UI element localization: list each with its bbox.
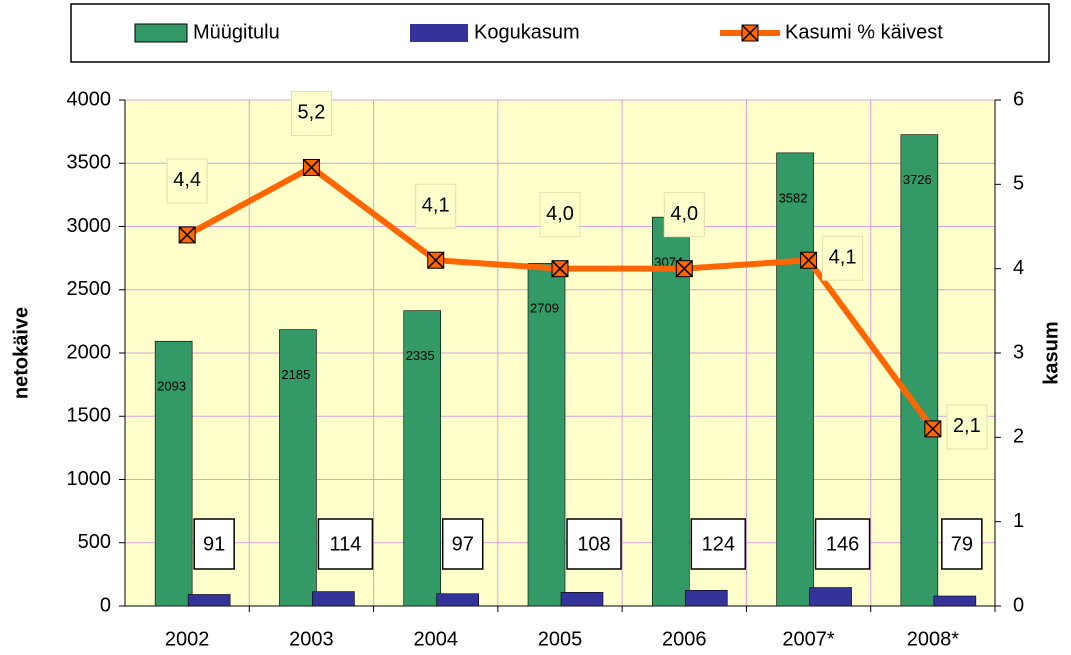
line-marker-cross (427, 251, 445, 269)
x-tick-label: 2006 (662, 628, 707, 650)
bar-value-label: 2185 (281, 367, 310, 382)
legend-swatch (134, 23, 188, 43)
line-marker-cross (178, 226, 196, 244)
x-tick-label: 2004 (413, 628, 458, 650)
line-value-label: 5,2 (298, 102, 326, 124)
y2-tick-label: 3 (1013, 341, 1024, 363)
legend-label: Kogukasum (474, 21, 580, 43)
bar (900, 134, 939, 607)
value-label-box (415, 183, 457, 229)
x-tick-label: 2007* (782, 628, 834, 650)
bar-value-label: 2093 (157, 379, 186, 394)
x-tick-label: 2008* (907, 628, 959, 650)
value-label-box (290, 90, 332, 136)
y-tick-label: 3500 (67, 152, 112, 174)
line-marker-cross (675, 260, 693, 278)
line-value-label: 4,1 (829, 247, 857, 269)
bar (403, 310, 442, 607)
line-value-label: 4,4 (173, 169, 201, 191)
x-tick-label: 2005 (538, 628, 583, 650)
bar (187, 594, 231, 607)
bar-value-label: 108 (577, 533, 610, 555)
line-value-label: 4,0 (670, 203, 698, 225)
bar-value-label: 114 (329, 533, 361, 555)
value-label-box (941, 518, 983, 570)
value-label-box (822, 235, 864, 281)
y2-tick-label: 4 (1013, 257, 1024, 279)
y-tick-label: 2000 (67, 341, 112, 363)
y-tick-label: 1500 (67, 405, 112, 427)
bar-value-label: 3582 (779, 190, 808, 205)
y-tick-label: 500 (78, 531, 111, 553)
bar (436, 593, 480, 607)
x-tick-label: 2002 (165, 628, 210, 650)
bar (560, 592, 604, 607)
bar-value-label: 2709 (530, 301, 559, 316)
line-value-label: 4,1 (422, 195, 450, 217)
y2-tick-label: 0 (1013, 594, 1024, 616)
bar-value-label: 97 (452, 533, 474, 555)
value-label-box (663, 192, 705, 238)
value-label-box (166, 158, 208, 204)
value-label-box (193, 518, 235, 570)
bar-value-label: 3726 (903, 172, 932, 187)
value-label-box (946, 404, 988, 450)
y2-tick-label: 1 (1013, 510, 1024, 532)
value-label-box (690, 518, 747, 570)
bar-value-label: 79 (951, 533, 973, 555)
x-tick-label: 2003 (289, 628, 334, 650)
bar (651, 216, 690, 607)
value-label-box (317, 518, 374, 570)
y-tick-label: 0 (100, 594, 111, 616)
y-axis-title: netokäive (10, 307, 32, 399)
bar (527, 263, 566, 607)
bar (809, 587, 852, 607)
y2-axis-title: kasum (1040, 321, 1062, 384)
value-label-box (441, 518, 484, 570)
value-label-box (814, 518, 871, 570)
value-label-box (539, 192, 581, 238)
line-marker-cross (551, 260, 569, 278)
line-value-label: 4,0 (546, 203, 574, 225)
y2-tick-label: 6 (1013, 88, 1024, 110)
y-tick-label: 1000 (67, 468, 112, 490)
bar (776, 152, 814, 607)
legend-label: Kasumi % käivest (785, 21, 943, 43)
y2-tick-label: 5 (1013, 173, 1024, 195)
bar (312, 591, 355, 607)
y-tick-label: 4000 (67, 88, 112, 110)
y2-tick-label: 2 (1013, 426, 1024, 448)
bar (684, 590, 728, 607)
legend-swatch (410, 24, 468, 42)
legend-marker-cross (741, 24, 759, 42)
bar (154, 340, 193, 607)
line-marker-cross (924, 420, 942, 438)
bar (279, 329, 317, 607)
line-marker-cross (302, 158, 320, 176)
bar-value-label: 124 (702, 533, 735, 555)
bar-value-label: 91 (203, 533, 225, 555)
value-label-box (566, 518, 622, 570)
legend-label: Müügitulu (193, 21, 280, 43)
y-tick-label: 3000 (67, 215, 112, 237)
line-value-label: 2,1 (953, 415, 981, 437)
bar (933, 595, 977, 607)
y-tick-label: 2500 (67, 278, 112, 300)
legend-box (70, 3, 1050, 63)
bar-value-label: 2335 (406, 348, 435, 363)
line-marker-cross (800, 251, 818, 269)
bar-value-label: 146 (826, 533, 859, 555)
